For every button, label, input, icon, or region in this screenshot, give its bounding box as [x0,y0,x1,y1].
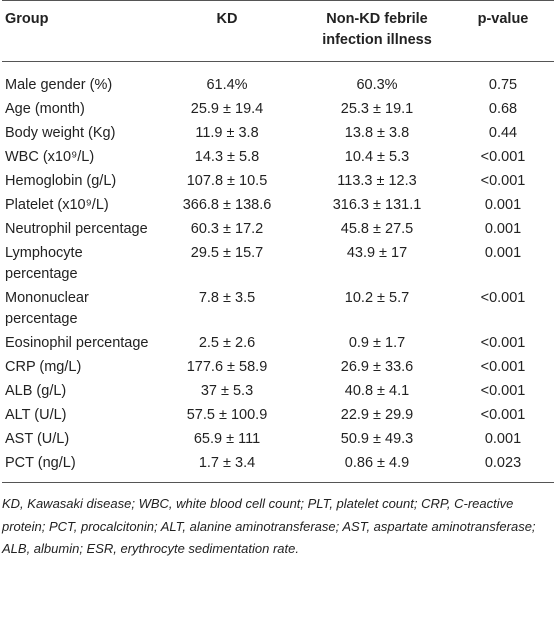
table-cell: 0.44 [488,125,518,141]
row-label: Body weight (Kg) [5,125,116,141]
table-cell: 45.8 ± 27.5 [340,221,414,237]
row-label: Hemoglobin (g/L) [5,173,117,189]
row-label: AST (U/L) [5,431,70,447]
table-row: Platelet (x10⁹/L) 366.8 ± 138.6 316.3 ± 13… [2,194,554,218]
table-cell: 366.8 ± 138.6 [182,197,272,213]
table-cell: 65.9 ± 111 [193,431,261,447]
table-row: Neutrophil percentage 60.3 ± 17.2 45.8 ± 2… [2,218,554,242]
table-cell: 14.3 ± 5.8 [194,149,260,165]
table-cell: 7.8 ± 3.5 [198,290,256,306]
table-cell: 0.86 ± 4.9 [302,451,452,483]
header-cell: Non-KD febrile infection illness [302,0,452,62]
row-label: PCT (ng/L) [2,451,152,483]
table-cell: 113.3 ± 12.3 [337,173,417,189]
header-cell: Group [2,0,152,62]
table-header: Group KD Non-KD febrile infection illness p… [2,0,554,62]
table-cell: 50.9 ± 49.3 [340,431,414,447]
table-body: Male gender (%) 61.4% 60.3% 0.75 Age (month)… [2,62,554,483]
row-label: Lymphocyte percentage [5,245,83,282]
row-label: ALB (g/L) [5,383,67,399]
table-cell: <0.001 [480,383,526,399]
table-cell: 316.3 ± 131.1 [332,197,422,213]
table-cell: 1.7 ± 3.4 [152,451,302,483]
table-row: PCT (ng/L) 1.7 ± 3.4 0.86 ± 4.9 0.023 [2,451,554,483]
table-cell: 22.9 ± 29.9 [340,407,414,423]
table-cell: 0.001 [484,197,522,213]
row-label: Neutrophil percentage [5,221,148,237]
table-row: ALT (U/L) 57.5 ± 100.9 22.9 ± 29.9 <0.001 [2,404,554,428]
table-cell: 177.6 ± 58.9 [186,359,268,375]
table-row: Hemoglobin (g/L) 107.8 ± 10.5 113.3 ± 12.3… [2,170,554,194]
table-cell: <0.001 [480,290,526,306]
table-cell: 2.5 ± 2.6 [198,335,256,351]
table-cell: 60.3% [356,77,398,93]
table-cell: <0.001 [480,173,526,189]
data-table: Group KD Non-KD febrile infection illness p… [2,0,554,483]
footnote: KD, Kawasaki disease; WBC, white blood c… [2,496,536,556]
table-cell: 40.8 ± 4.1 [344,383,410,399]
table-row: WBC (x10⁹/L) 14.3 ± 5.8 10.4 ± 5.3 <0.001 [2,146,554,170]
table-cell: <0.001 [480,149,526,165]
table-cell: 13.8 ± 3.8 [344,125,410,141]
table-cell: 0.68 [488,101,518,117]
table-cell: <0.001 [480,359,526,375]
header-cell: p-value [452,0,554,62]
table-row: Mononuclear percentage 7.8 ± 3.5 10.2 ± 5.… [2,287,554,332]
table-cell: 0.75 [488,77,518,93]
row-label: Mononuclear percentage [5,290,89,327]
table-cell: 0.001 [484,221,522,237]
table-cell: 0.001 [484,431,522,447]
table-cell: 11.9 ± 3.8 [195,125,259,141]
table-cell: 107.8 ± 10.5 [186,173,268,189]
row-label: ALT (U/L) [5,407,67,423]
table-row: Body weight (Kg) 11.9 ± 3.8 13.8 ± 3.8 0.44 [2,122,554,146]
row-label: Platelet (x10⁹/L) [5,197,109,213]
row-label: Male gender (%) [5,77,113,93]
table-row: Lymphocyte percentage 29.5 ± 15.7 43.9 ± 1… [2,242,554,287]
table-cell: <0.001 [480,407,526,423]
table-cell: 61.4% [206,77,248,93]
table-row: ALB (g/L) 37 ± 5.3 40.8 ± 4.1 <0.001 [2,380,554,404]
table-row: Eosinophil percentage 2.5 ± 2.6 0.9 ± 1.7 <… [2,332,554,356]
table-cell: 29.5 ± 15.7 [190,245,264,261]
row-label: Age (month) [5,101,85,117]
table-cell: 0.9 ± 1.7 [348,335,406,351]
row-label: CRP (mg/L) [5,359,82,375]
header-row: Group KD Non-KD febrile infection illness p… [2,0,554,62]
row-label: WBC (x10⁹/L) [5,149,95,165]
table-cell: 10.2 ± 5.7 [344,290,410,306]
table-cell: 25.9 ± 19.4 [190,101,264,117]
page: Group KD Non-KD febrile infection illness p… [2,0,554,556]
table-cell: <0.001 [480,335,526,351]
table-cell: 60.3 ± 17.2 [190,221,264,237]
table-cell: 0.001 [484,245,522,261]
table-row: Male gender (%) 61.4% 60.3% 0.75 [2,62,554,98]
table-row: CRP (mg/L) 177.6 ± 58.9 26.9 ± 33.6 <0.001 [2,356,554,380]
table-cell: 43.9 ± 17 [346,245,408,261]
table-row: AST (U/L) 65.9 ± 111 50.9 ± 49.3 0.001 [2,428,554,452]
table-cell: 26.9 ± 33.6 [340,359,414,375]
table-cell: 57.5 ± 100.9 [186,407,268,423]
row-label: Eosinophil percentage [5,335,149,351]
table-cell: 25.3 ± 19.1 [340,101,414,117]
table-cell: 10.4 ± 5.3 [344,149,410,165]
table-cell: 0.023 [452,451,554,483]
header-cell: KD [152,0,302,62]
table-cell: 37 ± 5.3 [200,383,254,399]
table-row: Age (month) 25.9 ± 19.4 25.3 ± 19.1 0.68 [2,98,554,122]
